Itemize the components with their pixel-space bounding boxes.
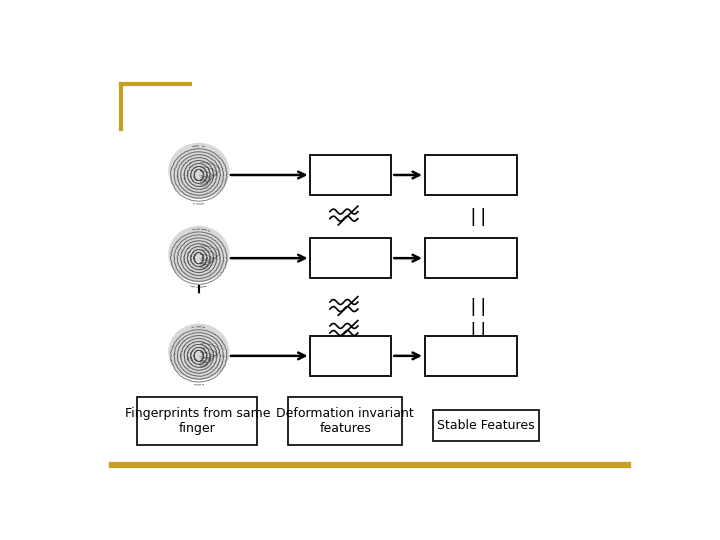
Bar [425,336,517,376]
Ellipse shape [168,323,230,380]
Ellipse shape [168,226,230,282]
Bar [425,238,517,278]
Text: ||: || [467,207,489,226]
Bar [310,155,392,195]
Text: ||: || [467,322,489,340]
Bar [288,397,402,446]
Ellipse shape [168,143,230,199]
Text: ||: || [467,298,489,316]
Bar [433,410,539,441]
Text: Stable Features: Stable Features [437,419,535,432]
Bar [310,336,392,376]
Bar [425,155,517,195]
Bar [310,238,392,278]
Text: Fingerprints from same
finger: Fingerprints from same finger [125,407,270,435]
Bar [138,397,258,446]
Text: Deformation invariant
features: Deformation invariant features [276,407,414,435]
